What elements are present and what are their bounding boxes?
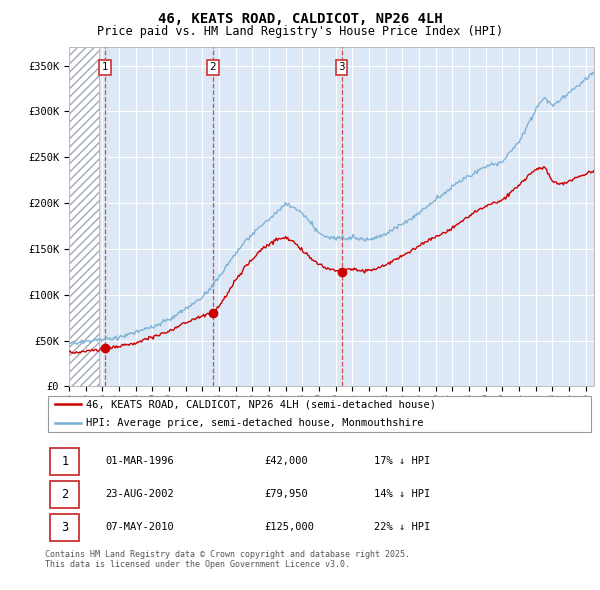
Text: Contains HM Land Registry data © Crown copyright and database right 2025.
This d: Contains HM Land Registry data © Crown c…: [45, 550, 410, 569]
Text: 14% ↓ HPI: 14% ↓ HPI: [374, 489, 431, 499]
Text: 2: 2: [61, 487, 68, 501]
Text: Price paid vs. HM Land Registry's House Price Index (HPI): Price paid vs. HM Land Registry's House …: [97, 25, 503, 38]
FancyBboxPatch shape: [50, 448, 79, 474]
Text: 23-AUG-2002: 23-AUG-2002: [106, 489, 174, 499]
Text: 1: 1: [61, 454, 68, 468]
Text: £125,000: £125,000: [265, 522, 314, 532]
Text: £42,000: £42,000: [265, 456, 308, 466]
Text: HPI: Average price, semi-detached house, Monmouthshire: HPI: Average price, semi-detached house,…: [86, 418, 424, 428]
Text: 2: 2: [209, 63, 217, 73]
Text: 46, KEATS ROAD, CALDICOT, NP26 4LH: 46, KEATS ROAD, CALDICOT, NP26 4LH: [158, 12, 442, 26]
Text: 3: 3: [61, 520, 68, 534]
Text: 17% ↓ HPI: 17% ↓ HPI: [374, 456, 431, 466]
Text: £79,950: £79,950: [265, 489, 308, 499]
Text: 3: 3: [338, 63, 345, 73]
Text: 22% ↓ HPI: 22% ↓ HPI: [374, 522, 431, 532]
Text: 07-MAY-2010: 07-MAY-2010: [106, 522, 174, 532]
Text: 01-MAR-1996: 01-MAR-1996: [106, 456, 174, 466]
Bar: [69, 47, 99, 386]
FancyBboxPatch shape: [50, 481, 79, 507]
FancyBboxPatch shape: [48, 395, 591, 432]
Text: 1: 1: [102, 63, 109, 73]
FancyBboxPatch shape: [50, 514, 79, 540]
Text: 46, KEATS ROAD, CALDICOT, NP26 4LH (semi-detached house): 46, KEATS ROAD, CALDICOT, NP26 4LH (semi…: [86, 399, 436, 409]
